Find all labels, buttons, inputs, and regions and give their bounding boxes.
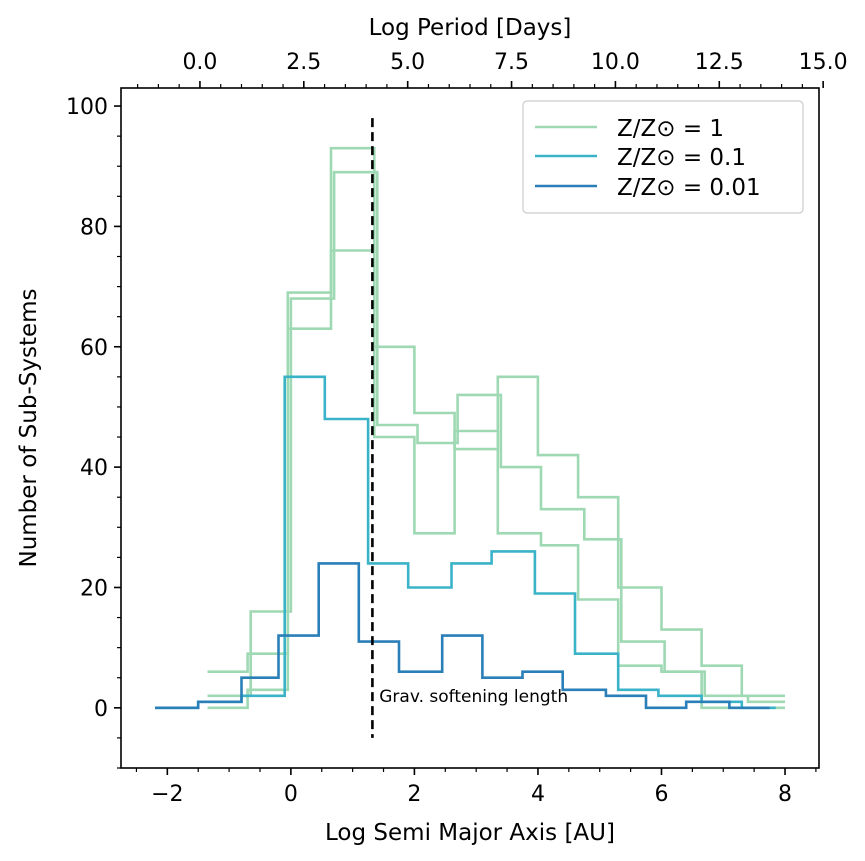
- top-x-tick-label: 7.5: [494, 50, 529, 75]
- histogram-series-4: [155, 375, 776, 710]
- top-x-tick-label: 12.5: [695, 50, 744, 75]
- y-tick-label: 60: [80, 336, 108, 361]
- y-tick-label: 20: [80, 576, 108, 601]
- legend-label-z001: Z/Z⊙ = 0.01: [617, 175, 761, 201]
- y-tick-label: 0: [94, 697, 108, 722]
- legend-label-z1: Z/Z⊙ = 1: [617, 116, 724, 142]
- histogram-series-3: [207, 249, 785, 710]
- top-x-axis-label: Log Period [Days]: [369, 15, 572, 41]
- top-x-tick-label: 15.0: [799, 50, 848, 75]
- x-tick-label: −2: [151, 782, 183, 807]
- top-x-tick-label: 2.5: [286, 50, 321, 75]
- x-tick-label: 8: [778, 782, 792, 807]
- histogram-series-1: [207, 146, 785, 698]
- legend-label-z01: Z/Z⊙ = 0.1: [617, 145, 746, 171]
- y-axis-label: Number of Sub-Systems: [16, 288, 42, 567]
- x-tick-label: 6: [654, 782, 668, 807]
- legend: Z/Z⊙ = 1 Z/Z⊙ = 0.1 Z/Z⊙ = 0.01: [522, 100, 804, 214]
- histogram-series-2: [207, 170, 785, 704]
- y-tick-label: 40: [80, 456, 108, 481]
- x-tick-label: 0: [284, 782, 298, 807]
- top-x-tick-label: 10.0: [591, 50, 640, 75]
- softening-length-annotation: Grav. softening length: [379, 687, 568, 707]
- histogram-series-5: [155, 562, 770, 710]
- x-tick-label: 2: [407, 782, 421, 807]
- top-x-tick-label: 5.0: [390, 50, 425, 75]
- x-axis-label: Log Semi Major Axis [AU]: [325, 820, 615, 846]
- x-tick-label: 4: [531, 782, 545, 807]
- y-tick-label: 80: [80, 215, 108, 240]
- top-x-tick-label: 0.0: [182, 50, 217, 75]
- y-tick-label: 100: [66, 95, 108, 120]
